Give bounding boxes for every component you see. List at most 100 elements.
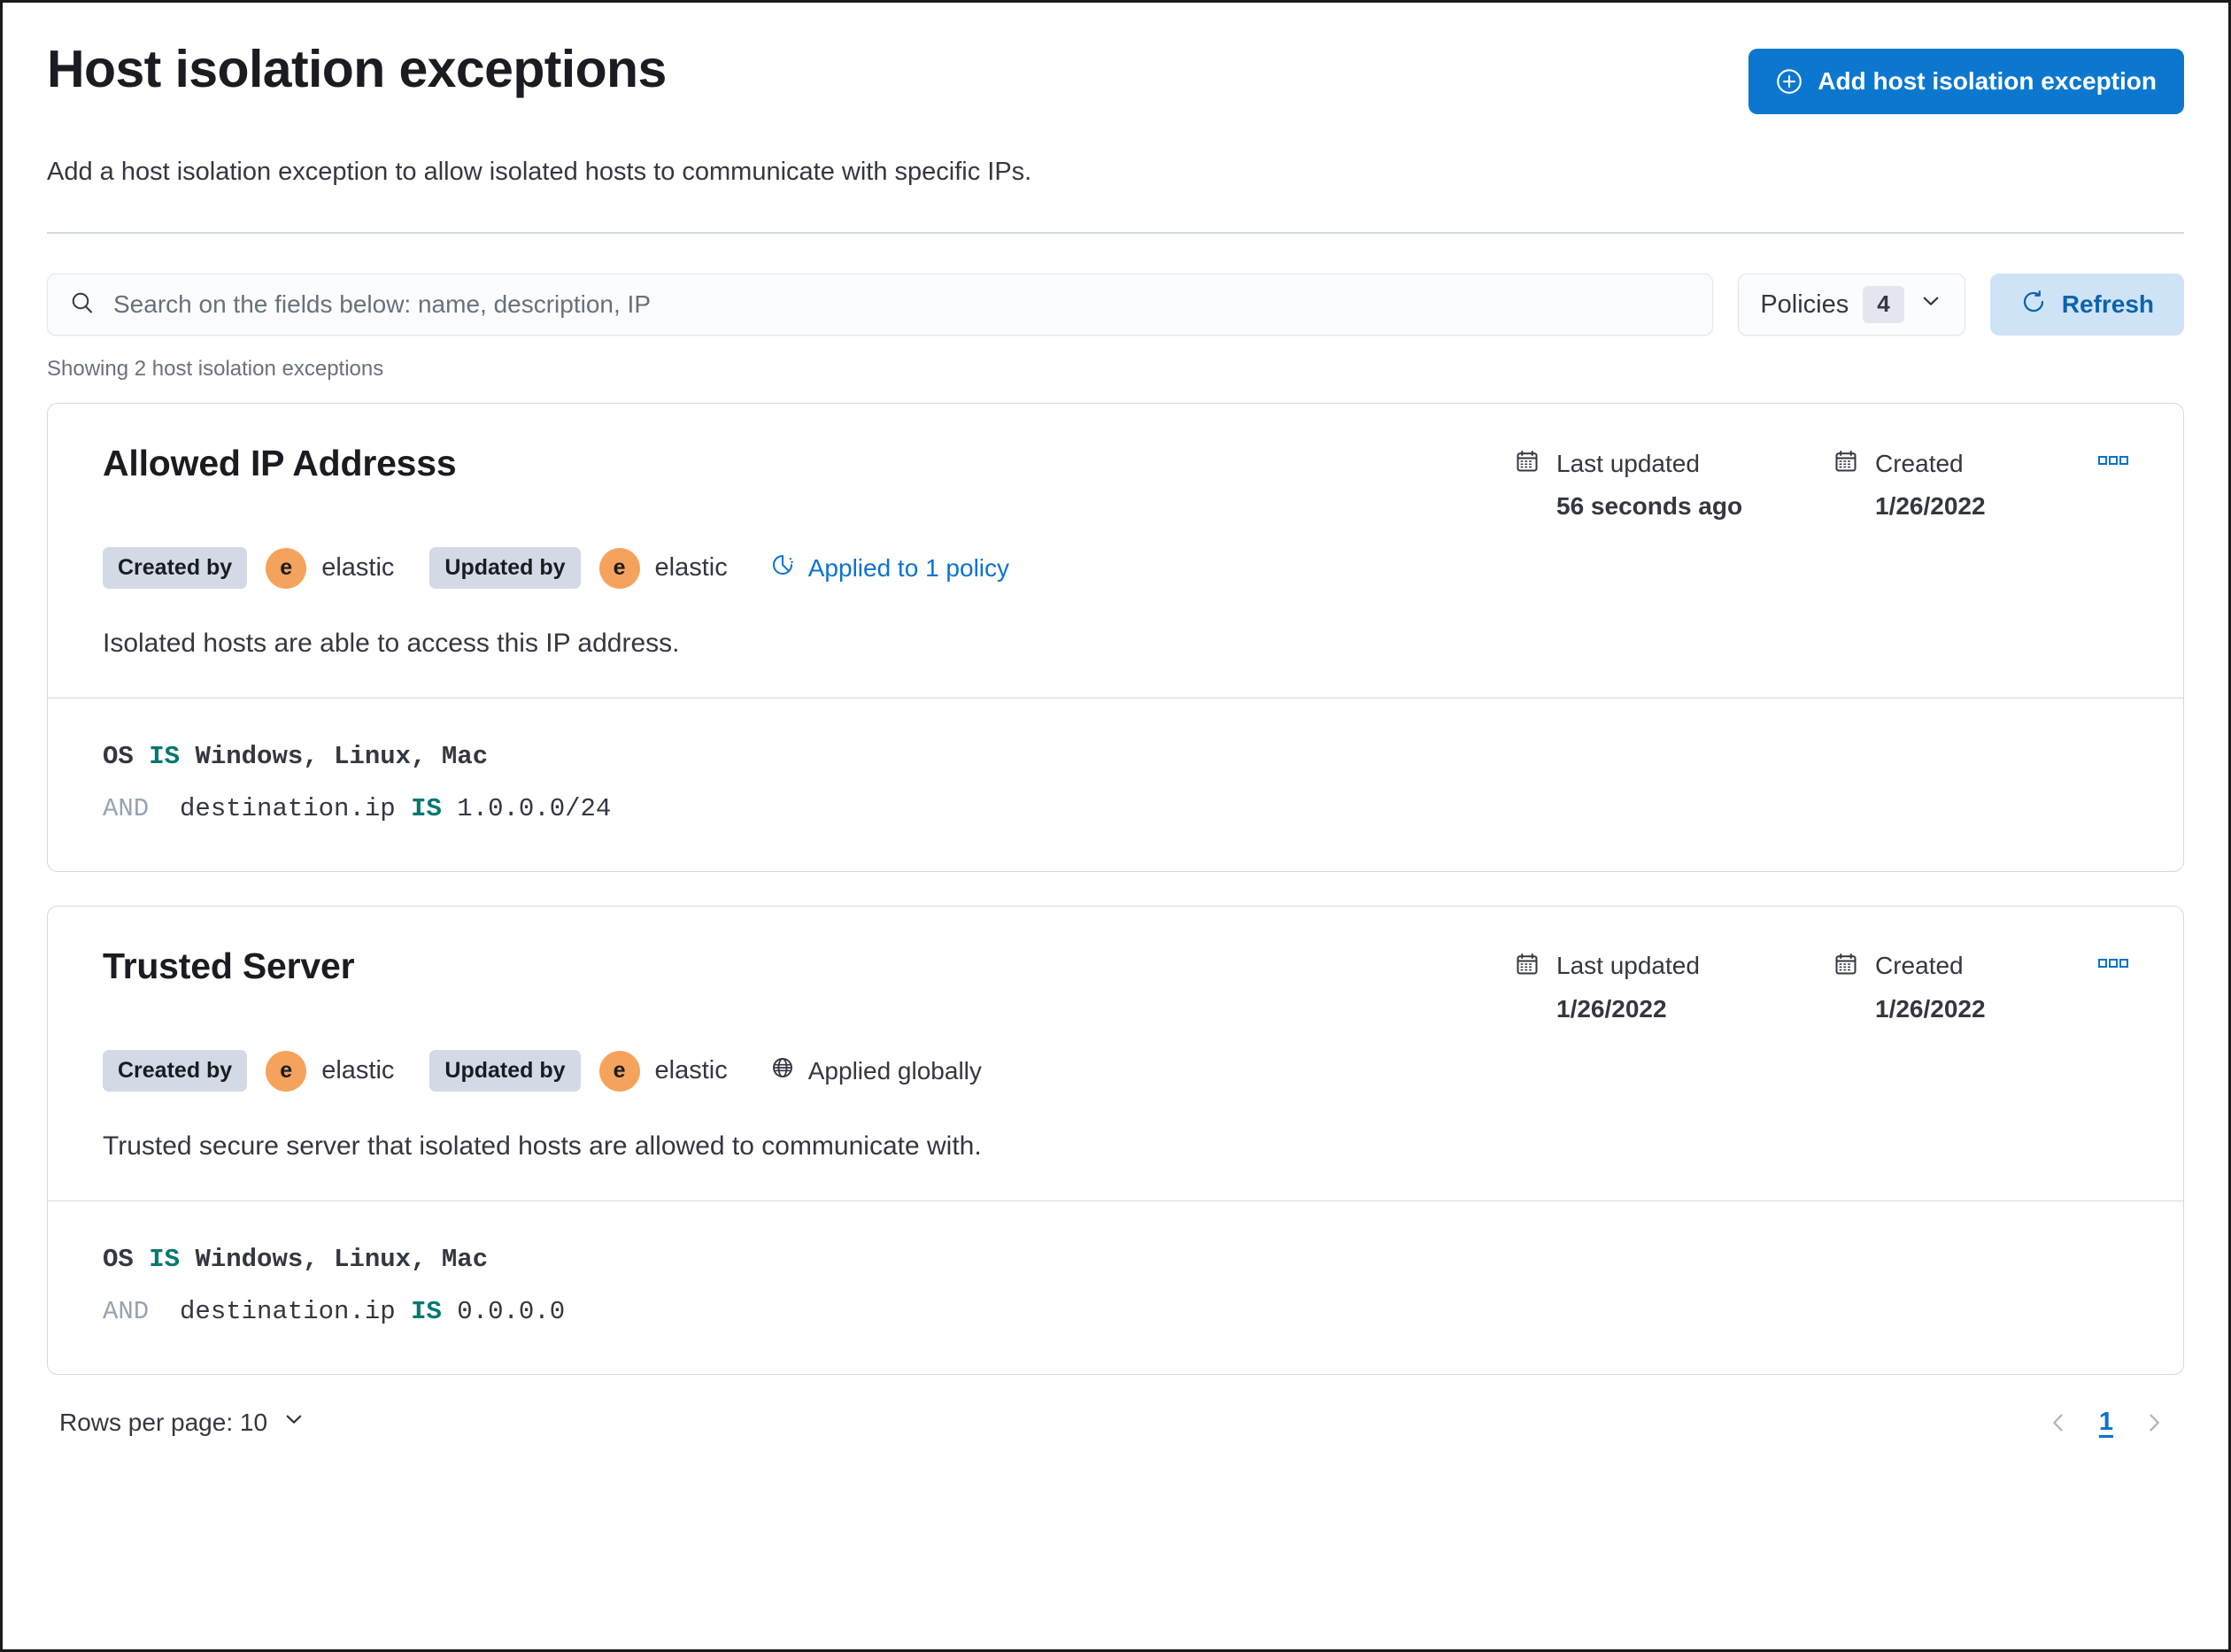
- calendar-icon: [1514, 448, 1540, 479]
- updated-by-badge: Updated by: [429, 1049, 581, 1092]
- updated-by-group: Updated by e elastic: [429, 547, 762, 590]
- exception-card-header: Trusted Server: [48, 907, 2183, 1200]
- rows-per-page-dropdown[interactable]: Rows per page: 10: [59, 1407, 306, 1438]
- exception-dates: Last updated 56 seconds ago: [1514, 443, 2128, 521]
- refresh-button[interactable]: Refresh: [1989, 274, 2184, 336]
- last-updated-value: 1/26/2022: [1556, 994, 1667, 1023]
- pagination-footer: Rows per page: 10 1: [47, 1375, 2184, 1440]
- plus-in-circle-icon: [1776, 68, 1803, 95]
- toolbar: Search on the fields below: name, descri…: [47, 274, 2184, 336]
- criteria-field: OS: [103, 741, 134, 771]
- criteria-operator: IS: [411, 794, 442, 824]
- exception-criteria: OS IS Windows, Linux, Mac AND destinatio…: [48, 699, 2183, 871]
- globe-icon: [770, 1055, 795, 1086]
- previous-page-button[interactable]: [2041, 1405, 2076, 1440]
- updated-by-username: elastic: [654, 553, 728, 583]
- created-by-username: elastic: [321, 1056, 395, 1085]
- created-label: Created: [1875, 952, 1964, 980]
- page-number-1[interactable]: 1: [2098, 1408, 2113, 1437]
- criteria-line: OS IS Windows, Linux, Mac: [103, 1240, 2128, 1279]
- next-page-button[interactable]: [2136, 1405, 2172, 1440]
- criteria-conjunction: AND: [103, 1297, 150, 1327]
- chevron-right-icon: [2142, 1414, 2166, 1438]
- exception-description: Isolated hosts are able to access this I…: [103, 629, 680, 659]
- applied-globally-indicator: Applied globally: [770, 1055, 982, 1086]
- boxes-menu-icon: [2098, 958, 2128, 973]
- avatar: e: [598, 547, 640, 589]
- exception-description: Trusted secure server that isolated host…: [103, 1131, 982, 1162]
- search-field-wrapper[interactable]: Search on the fields below: name, descri…: [47, 274, 1714, 336]
- avatar: e: [266, 547, 307, 589]
- add-host-isolation-exception-button[interactable]: Add host isolation exception: [1749, 49, 2184, 114]
- criteria-value: 1.0.0.0/24: [457, 794, 612, 824]
- exception-title: Allowed IP Addresss: [103, 443, 457, 484]
- last-updated-label: Last updated: [1556, 952, 1700, 980]
- criteria-field: destination.ip: [180, 1297, 396, 1327]
- created-value: 1/26/2022: [1875, 492, 1986, 521]
- criteria-value: Windows, Linux, Mac: [195, 741, 489, 771]
- calendar-icon: [1833, 951, 1859, 982]
- criteria-line: OS IS Windows, Linux, Mac: [103, 737, 2128, 776]
- updated-by-username: elastic: [654, 1056, 728, 1085]
- exception-card: Trusted Server: [47, 905, 2184, 1375]
- criteria-value: Windows, Linux, Mac: [195, 1244, 489, 1274]
- created-by-group: Created by e elastic: [103, 547, 429, 590]
- exception-attribution-row: Created by e elastic Updated by e elasti…: [103, 547, 2128, 590]
- card-actions-menu-button[interactable]: [2098, 448, 2128, 467]
- avatar: e: [598, 1050, 640, 1092]
- partial-circle-icon: [770, 552, 795, 583]
- created-by-badge: Created by: [103, 547, 248, 590]
- exception-attribution-row: Created by e elastic Updated by e elasti…: [103, 1049, 2128, 1092]
- applied-to-policy-link[interactable]: Applied to 1 policy: [770, 552, 1009, 583]
- refresh-icon: [2020, 289, 2047, 321]
- policies-filter-count-badge: 4: [1863, 286, 1904, 324]
- chevron-down-icon: [282, 1407, 306, 1438]
- page-subtitle: Add a host isolation exception to allow …: [47, 158, 1032, 186]
- exception-card: Allowed IP Addresss: [47, 403, 2184, 872]
- exception-card-header: Allowed IP Addresss: [48, 404, 2183, 698]
- created-label: Created: [1875, 449, 1964, 477]
- search-icon: [69, 289, 96, 320]
- last-updated-value: 56 seconds ago: [1556, 492, 1743, 521]
- boxes-menu-icon: [2098, 456, 2128, 470]
- criteria-operator: IS: [149, 741, 181, 771]
- criteria-conjunction: AND: [103, 794, 150, 824]
- criteria-value: 0.0.0.0: [457, 1297, 566, 1327]
- criteria-field: destination.ip: [180, 794, 396, 824]
- applied-globally-label: Applied globally: [807, 1056, 982, 1085]
- exception-dates: Last updated 1/26/2022: [1514, 946, 2128, 1023]
- calendar-icon: [1514, 951, 1540, 982]
- created-by-username: elastic: [321, 553, 395, 583]
- criteria-field: OS: [103, 1244, 134, 1274]
- chevron-left-icon: [2046, 1414, 2071, 1438]
- card-divider: [48, 1200, 2183, 1201]
- criteria-operator: IS: [411, 1297, 442, 1327]
- avatar: e: [266, 1050, 307, 1092]
- policies-filter-label: Policies: [1760, 289, 1849, 319]
- card-divider: [48, 697, 2183, 699]
- updated-by-group: Updated by e elastic: [429, 1049, 762, 1092]
- last-updated-label: Last updated: [1556, 449, 1700, 477]
- page-header: Host isolation exceptions Add host isola…: [47, 3, 2184, 114]
- created-by-badge: Created by: [103, 1049, 248, 1092]
- created-value: 1/26/2022: [1875, 994, 1986, 1023]
- chevron-down-icon: [1918, 289, 1943, 320]
- page-title: Host isolation exceptions: [47, 40, 667, 98]
- results-count-text: Showing 2 host isolation exceptions: [47, 357, 384, 382]
- rows-per-page-label: Rows per page: 10: [59, 1408, 268, 1436]
- refresh-button-label: Refresh: [2061, 290, 2154, 319]
- policies-filter-dropdown[interactable]: Policies 4: [1738, 274, 1965, 336]
- add-button-label: Add host isolation exception: [1818, 67, 2157, 95]
- updated-by-badge: Updated by: [429, 547, 581, 590]
- header-divider: [47, 232, 2184, 235]
- pager: 1: [2041, 1405, 2172, 1440]
- card-actions-menu-button[interactable]: [2098, 951, 2128, 970]
- created-by-group: Created by e elastic: [103, 1049, 429, 1092]
- exception-title: Trusted Server: [103, 945, 355, 986]
- applied-to-policy-label: Applied to 1 policy: [807, 553, 1010, 582]
- calendar-icon: [1833, 448, 1859, 479]
- exception-criteria: OS IS Windows, Linux, Mac AND destinatio…: [48, 1201, 2183, 1374]
- criteria-operator: IS: [149, 1244, 181, 1274]
- search-input-placeholder[interactable]: Search on the fields below: name, descri…: [113, 290, 652, 319]
